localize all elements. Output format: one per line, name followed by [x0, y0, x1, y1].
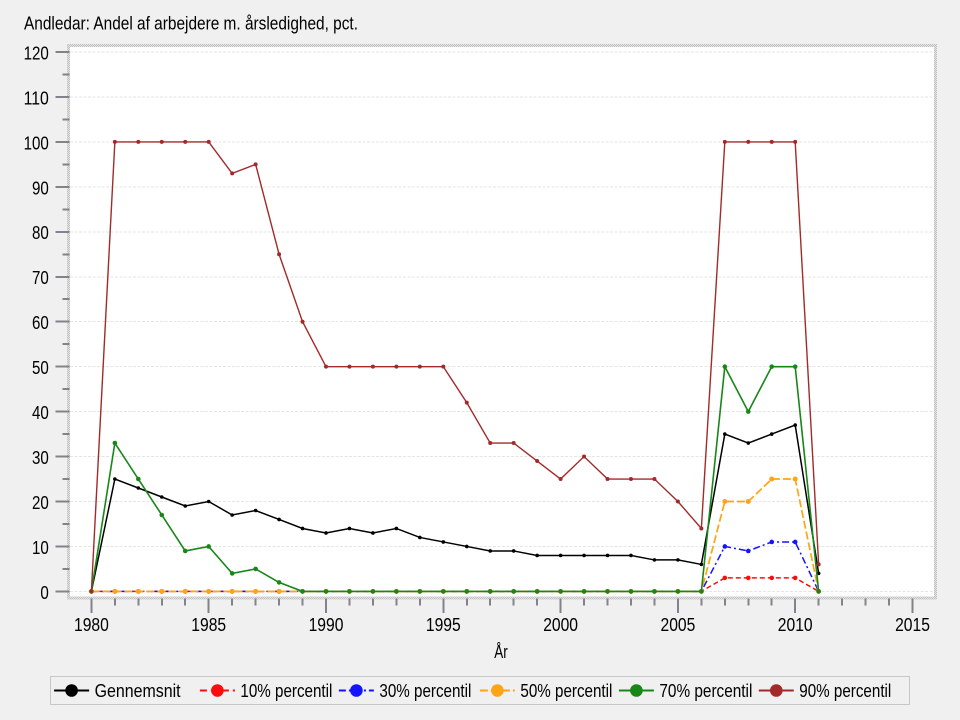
- svg-text:1990: 1990: [309, 615, 344, 635]
- svg-text:Gennemsnit: Gennemsnit: [95, 681, 181, 701]
- svg-text:1980: 1980: [74, 615, 109, 635]
- svg-text:120: 120: [24, 43, 49, 63]
- svg-text:40: 40: [32, 403, 49, 423]
- svg-text:90: 90: [32, 178, 49, 198]
- svg-text:50% percentil: 50% percentil: [520, 681, 612, 701]
- svg-text:60: 60: [32, 313, 49, 333]
- svg-text:90% percentil: 90% percentil: [799, 681, 891, 701]
- svg-text:2010: 2010: [778, 615, 813, 635]
- svg-text:1995: 1995: [426, 615, 461, 635]
- svg-text:1985: 1985: [191, 615, 226, 635]
- svg-text:70: 70: [32, 268, 49, 288]
- svg-text:50: 50: [32, 358, 49, 378]
- svg-text:10: 10: [32, 538, 49, 558]
- svg-text:2005: 2005: [661, 615, 696, 635]
- svg-text:0: 0: [40, 583, 48, 603]
- svg-text:100: 100: [24, 133, 49, 153]
- svg-text:År: År: [494, 642, 508, 662]
- svg-text:10% percentil: 10% percentil: [240, 681, 332, 701]
- svg-text:110: 110: [24, 88, 49, 108]
- svg-text:2015: 2015: [895, 615, 930, 635]
- svg-text:2000: 2000: [543, 615, 578, 635]
- svg-text:20: 20: [32, 493, 49, 513]
- svg-text:30: 30: [32, 448, 49, 468]
- svg-text:Andledar: Andel af arbejdere m: Andledar: Andel af arbejdere m. årsledig…: [24, 14, 358, 34]
- svg-text:30% percentil: 30% percentil: [379, 681, 471, 701]
- svg-text:80: 80: [32, 223, 49, 243]
- svg-text:70% percentil: 70% percentil: [659, 681, 752, 701]
